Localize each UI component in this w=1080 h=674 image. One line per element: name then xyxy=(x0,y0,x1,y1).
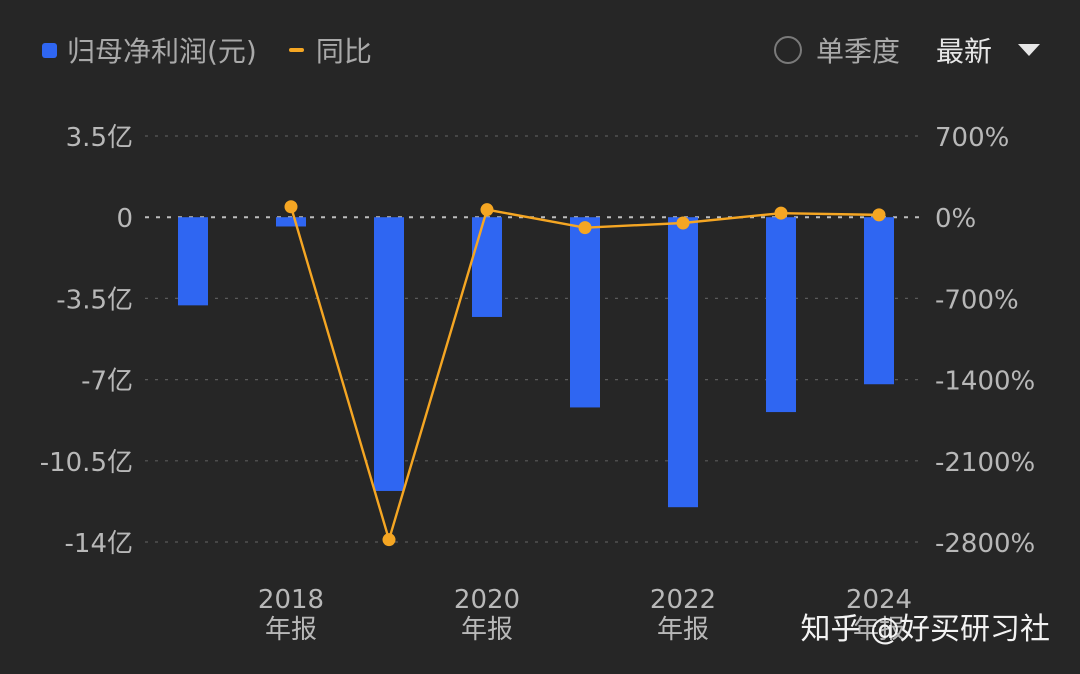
y-right-tick-label: -1400% xyxy=(935,367,1035,397)
chevron-down-icon[interactable] xyxy=(1018,44,1040,56)
y-left-tick-label: 3.5亿 xyxy=(66,123,133,153)
single-quarter-label[interactable]: 单季度 xyxy=(815,35,900,68)
y-right-tick-label: 700% xyxy=(935,123,1009,153)
x-tick-label: 2018 年报 xyxy=(258,585,324,645)
bar xyxy=(864,217,894,385)
y-left-tick-label: -3.5亿 xyxy=(56,285,133,315)
watermark: 知乎 @好买研习社 xyxy=(800,612,1050,647)
yoy-point xyxy=(382,533,396,547)
single-quarter-radio[interactable] xyxy=(773,36,802,64)
legend-bar-swatch xyxy=(42,42,57,58)
bar xyxy=(276,217,306,227)
bar xyxy=(472,217,502,317)
bar xyxy=(178,217,208,306)
yoy-point xyxy=(480,203,494,217)
bar xyxy=(570,217,600,408)
yoy-point xyxy=(284,200,298,214)
yoy-point xyxy=(774,206,788,220)
x-tick-label: 2024 年报 xyxy=(846,585,912,645)
y-right-tick-label: -2800% xyxy=(935,529,1035,559)
y-right-tick-label: -700% xyxy=(935,285,1019,315)
legend-item-yoy[interactable]: 同比 xyxy=(288,30,372,70)
y-left-tick-label: -14亿 xyxy=(65,529,133,559)
y-left-tick-label: -10.5亿 xyxy=(40,448,133,478)
y-left-tick-label: 0 xyxy=(116,204,133,234)
legend: 归母净利润(元) 同比 xyxy=(42,30,404,70)
y-left-tick-label: -7亿 xyxy=(81,367,133,397)
chart-controls: 单季度 最新 xyxy=(773,30,1040,70)
bar xyxy=(374,217,404,491)
yoy-point xyxy=(676,216,690,230)
x-tick-label: 2020 年报 xyxy=(454,585,520,645)
yoy-point xyxy=(872,208,886,222)
bar xyxy=(766,217,796,413)
bar xyxy=(668,217,698,508)
legend-line-swatch xyxy=(288,48,304,52)
legend-line-label: 同比 xyxy=(315,35,372,68)
y-right-tick-label: 0% xyxy=(935,204,976,234)
period-select[interactable]: 最新 xyxy=(935,35,992,68)
yoy-point xyxy=(578,221,592,235)
legend-item-profit[interactable]: 归母净利润(元) xyxy=(42,30,257,70)
x-tick-label: 2022 年报 xyxy=(650,585,716,645)
y-right-tick-label: -2100% xyxy=(935,448,1035,478)
legend-bar-label: 归母净利润(元) xyxy=(67,35,257,68)
